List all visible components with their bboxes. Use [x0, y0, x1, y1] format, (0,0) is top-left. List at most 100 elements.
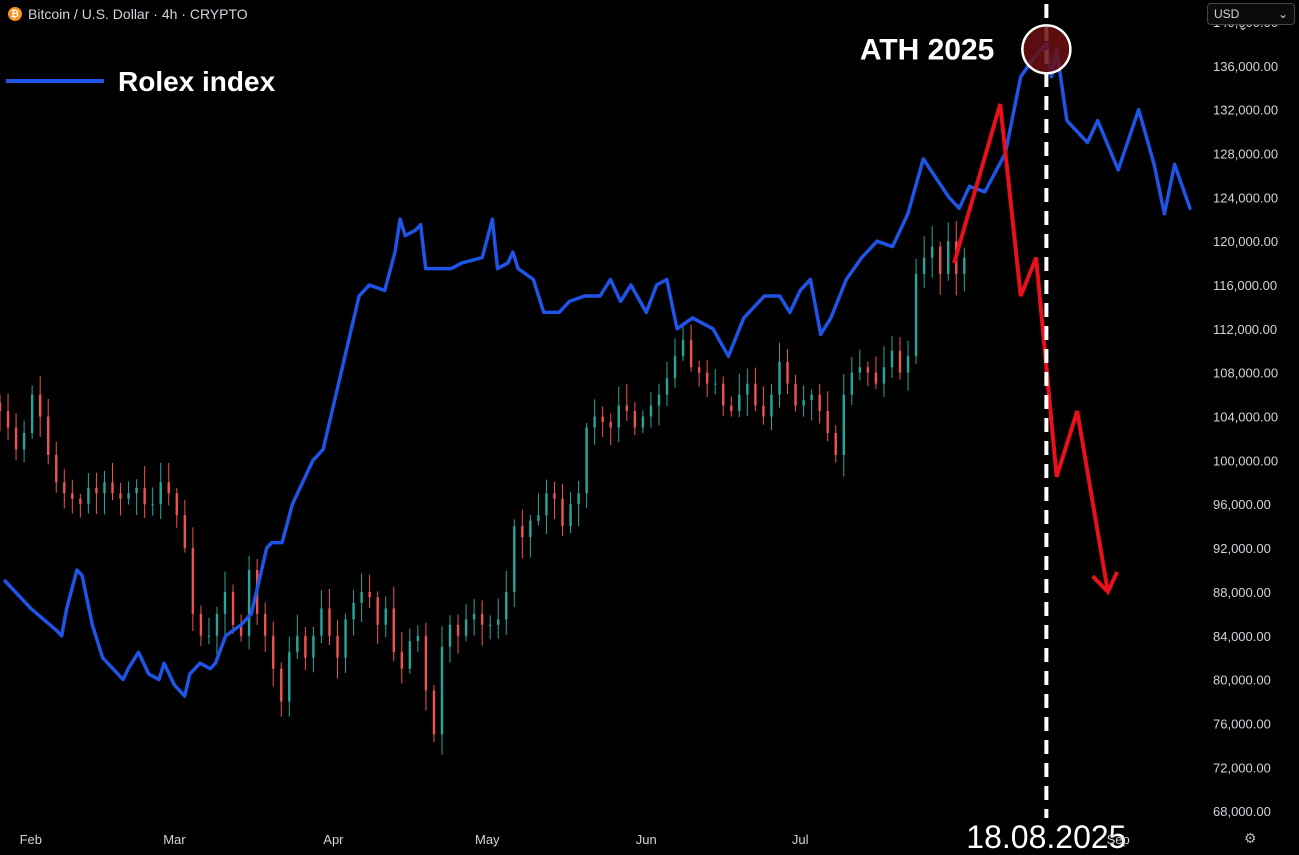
y-tick-label: 96,000.00 — [1213, 497, 1271, 512]
ath-date-label: 18.08.2025 — [966, 819, 1126, 855]
candle-body — [922, 257, 926, 275]
candle-body — [247, 570, 251, 636]
candle-body — [633, 411, 637, 428]
candle-body — [424, 635, 428, 691]
candle-body — [689, 339, 693, 368]
ath-circle-marker — [1021, 24, 1072, 75]
candle-body — [963, 257, 966, 275]
y-tick-label: 72,000.00 — [1213, 760, 1271, 775]
candles-layer — [0, 220, 966, 755]
candle-body — [320, 608, 323, 636]
candle-body — [352, 602, 355, 620]
candle-body — [215, 613, 219, 636]
y-tick-label: 132,000.00 — [1213, 103, 1278, 118]
candle-body — [71, 493, 74, 499]
candle-body — [79, 498, 82, 505]
candle-body — [464, 619, 468, 636]
chevron-down-icon: ⌄ — [1277, 7, 1288, 21]
candle-body — [280, 668, 283, 702]
candle-body — [705, 372, 709, 384]
candle-body — [392, 608, 395, 653]
candle-body — [408, 641, 412, 669]
candle-body — [376, 597, 379, 625]
candle-body — [545, 493, 548, 516]
candle-body — [681, 339, 685, 357]
candle-body — [762, 405, 765, 417]
candle-body — [488, 624, 492, 626]
candle-body — [786, 361, 789, 384]
candle-body — [754, 383, 757, 406]
candle-body — [794, 383, 797, 406]
candle-body — [713, 383, 717, 385]
y-tick-label: 124,000.00 — [1213, 190, 1278, 205]
rolex-index-layer — [3, 42, 1192, 698]
candle-body — [263, 613, 267, 636]
bitcoin-icon: ₿ — [8, 7, 22, 21]
candle-body — [223, 591, 227, 614]
candle-body — [818, 394, 821, 412]
candle-body — [304, 635, 307, 658]
candle-body — [770, 394, 773, 417]
candle-body — [882, 367, 886, 384]
candle-body — [593, 416, 596, 428]
y-tick-label: 68,000.00 — [1213, 804, 1271, 819]
candle-body — [850, 372, 854, 395]
candle-body — [826, 411, 829, 433]
candle-body — [191, 548, 195, 614]
candle-body — [384, 608, 387, 625]
candle-body — [135, 487, 138, 494]
candle-body — [167, 482, 170, 494]
candle-body — [810, 394, 813, 401]
x-tick-label: Feb — [20, 832, 42, 847]
candle-body — [906, 356, 910, 373]
candle-body — [480, 613, 484, 625]
projection-arrowhead — [1091, 571, 1119, 596]
candle-body — [521, 526, 524, 538]
candle-body — [842, 394, 845, 455]
candle-body — [730, 405, 733, 412]
candle-body — [529, 520, 532, 538]
candle-body — [448, 624, 452, 647]
candle-body — [207, 635, 211, 637]
currency-value: USD — [1214, 7, 1240, 21]
projection-layer — [952, 103, 1119, 596]
candle-body — [649, 405, 653, 417]
ath-layer: ATH 2025 18.08.2025 — [860, 4, 1126, 855]
gear-icon[interactable]: ⚙ — [1244, 830, 1257, 846]
symbol-header[interactable]: ₿ Bitcoin / U.S. Dollar · 4h · CRYPTO — [8, 4, 248, 24]
candle-body — [312, 635, 315, 658]
y-tick-label: 136,000.00 — [1213, 59, 1278, 74]
candle-body — [239, 624, 243, 636]
candle-body — [456, 624, 460, 636]
y-tick-label: 116,000.00 — [1213, 278, 1277, 293]
candle-body — [802, 400, 805, 406]
candle-body — [569, 504, 572, 527]
candle-body — [890, 350, 894, 368]
currency-select[interactable]: USD ⌄ — [1207, 3, 1295, 25]
candle-body — [440, 646, 444, 735]
candle-body — [111, 482, 114, 494]
y-tick-label: 112,000.00 — [1213, 322, 1277, 337]
candle-body — [344, 619, 347, 658]
candle-body — [697, 367, 701, 373]
y-tick-label: 84,000.00 — [1213, 629, 1271, 644]
candle-body — [30, 394, 34, 433]
candle-body — [22, 432, 26, 450]
candle-body — [47, 416, 50, 455]
candle-body — [159, 482, 162, 505]
candle-body — [38, 394, 42, 417]
candle-body — [63, 482, 66, 494]
x-tick-label: Apr — [323, 832, 344, 847]
candle-body — [328, 608, 331, 636]
candle-body — [673, 356, 677, 379]
candle-body — [947, 241, 950, 275]
candle-body — [601, 416, 604, 423]
y-tick-label: 76,000.00 — [1213, 716, 1271, 731]
candle-body — [119, 493, 122, 499]
axis-scroll-icon: ⌄ — [1238, 19, 1248, 33]
candle-body — [288, 652, 291, 702]
projection-line — [952, 103, 1110, 593]
y-tick-label: 92,000.00 — [1213, 541, 1271, 556]
candle-body — [0, 402, 2, 412]
